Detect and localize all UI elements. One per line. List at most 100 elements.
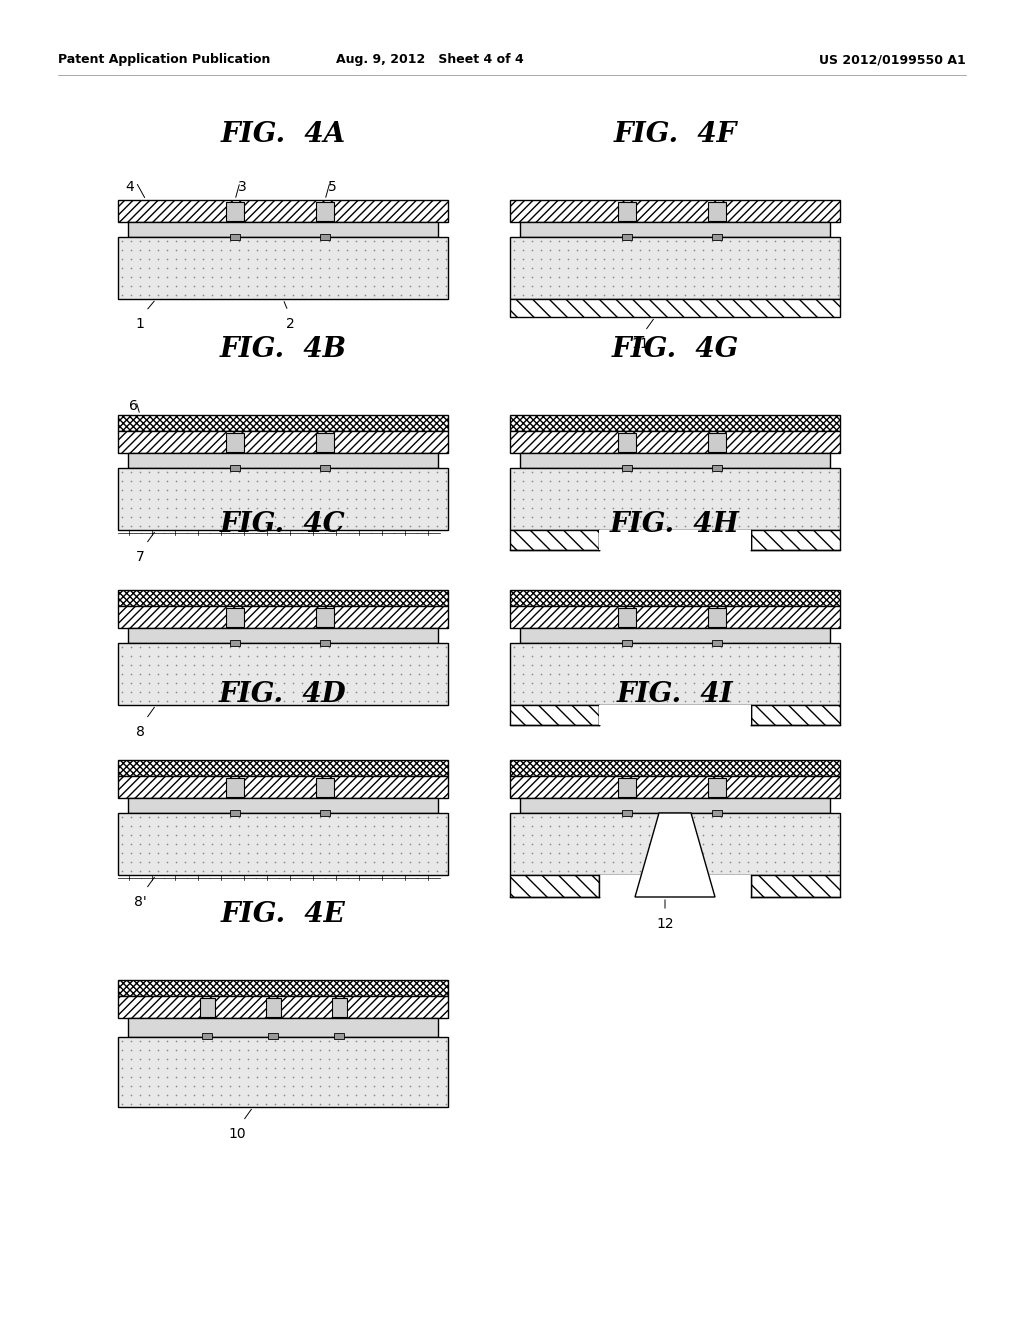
Text: FIG.  4B: FIG. 4B bbox=[219, 337, 346, 363]
Text: 6: 6 bbox=[129, 399, 137, 413]
Bar bbox=[708, 777, 726, 797]
Text: FIG.  4D: FIG. 4D bbox=[219, 681, 347, 708]
Bar bbox=[268, 1034, 278, 1039]
Bar bbox=[599, 875, 751, 898]
Text: US 2012/0199550 A1: US 2012/0199550 A1 bbox=[819, 54, 966, 66]
Bar bbox=[230, 234, 240, 240]
Bar bbox=[622, 465, 632, 471]
Bar bbox=[332, 998, 347, 1016]
Bar bbox=[128, 799, 438, 813]
Bar bbox=[118, 776, 449, 799]
Bar bbox=[712, 465, 722, 471]
Text: FIG.  4I: FIG. 4I bbox=[616, 681, 733, 708]
Bar bbox=[118, 997, 449, 1018]
Bar bbox=[712, 234, 722, 240]
Bar bbox=[618, 609, 636, 627]
Bar bbox=[520, 799, 830, 813]
Bar bbox=[226, 609, 244, 627]
Bar bbox=[118, 1038, 449, 1107]
Bar bbox=[118, 979, 449, 997]
Text: FIG.  4G: FIG. 4G bbox=[611, 337, 738, 363]
Polygon shape bbox=[635, 813, 715, 898]
Bar bbox=[118, 469, 449, 531]
Bar bbox=[319, 465, 330, 471]
Bar bbox=[510, 776, 840, 799]
Text: 8': 8' bbox=[133, 895, 146, 909]
Bar bbox=[510, 469, 840, 531]
Bar bbox=[618, 777, 636, 797]
Bar bbox=[266, 998, 281, 1016]
Bar bbox=[618, 433, 636, 451]
Text: FIG.  4A: FIG. 4A bbox=[220, 121, 345, 148]
Bar bbox=[510, 531, 599, 550]
Bar bbox=[319, 810, 330, 816]
Bar bbox=[708, 202, 726, 220]
Bar bbox=[510, 875, 599, 898]
Text: 11: 11 bbox=[631, 337, 649, 351]
Bar bbox=[622, 810, 632, 816]
Text: 5: 5 bbox=[328, 180, 336, 194]
Text: FIG.  4F: FIG. 4F bbox=[613, 121, 736, 148]
Text: FIG.  4C: FIG. 4C bbox=[220, 511, 346, 539]
Bar bbox=[226, 433, 244, 451]
Bar bbox=[751, 531, 840, 550]
Bar bbox=[599, 705, 751, 725]
Bar bbox=[708, 609, 726, 627]
Bar bbox=[510, 432, 840, 453]
Bar bbox=[128, 1018, 438, 1038]
Bar bbox=[118, 201, 449, 222]
Text: Aug. 9, 2012   Sheet 4 of 4: Aug. 9, 2012 Sheet 4 of 4 bbox=[336, 54, 524, 66]
Text: FIG.  4E: FIG. 4E bbox=[220, 902, 345, 928]
Text: 8: 8 bbox=[135, 725, 144, 739]
Bar bbox=[622, 234, 632, 240]
Bar bbox=[230, 810, 240, 816]
Text: 7: 7 bbox=[135, 550, 144, 564]
Bar bbox=[118, 606, 449, 628]
Bar bbox=[708, 433, 726, 451]
Bar bbox=[118, 813, 449, 875]
Bar bbox=[128, 453, 438, 469]
Bar bbox=[118, 414, 449, 432]
Bar bbox=[226, 202, 244, 220]
Bar bbox=[128, 222, 438, 238]
Bar bbox=[202, 1034, 212, 1039]
Text: 12: 12 bbox=[656, 917, 674, 931]
Bar bbox=[510, 201, 840, 222]
Bar bbox=[622, 640, 632, 645]
Bar bbox=[316, 202, 334, 220]
Text: 4: 4 bbox=[126, 180, 134, 194]
Bar bbox=[520, 222, 830, 238]
Bar bbox=[128, 628, 438, 643]
Text: 10: 10 bbox=[228, 1127, 246, 1140]
Text: 3: 3 bbox=[238, 180, 247, 194]
Bar bbox=[319, 640, 330, 645]
Bar bbox=[599, 531, 751, 550]
Bar bbox=[510, 813, 840, 875]
Bar bbox=[751, 705, 840, 725]
Bar bbox=[510, 760, 840, 776]
Bar bbox=[520, 628, 830, 643]
Bar bbox=[316, 433, 334, 451]
Bar bbox=[510, 606, 840, 628]
Text: Patent Application Publication: Patent Application Publication bbox=[58, 54, 270, 66]
Text: 1: 1 bbox=[135, 317, 144, 331]
Bar bbox=[200, 998, 215, 1016]
Bar bbox=[230, 465, 240, 471]
Bar bbox=[520, 453, 830, 469]
Bar bbox=[118, 238, 449, 300]
Bar bbox=[118, 760, 449, 776]
Bar bbox=[618, 202, 636, 220]
Bar bbox=[316, 777, 334, 797]
Bar bbox=[118, 590, 449, 606]
Bar bbox=[510, 300, 840, 317]
Bar bbox=[118, 432, 449, 453]
Bar bbox=[118, 643, 449, 705]
Bar bbox=[226, 777, 244, 797]
Text: FIG.  4H: FIG. 4H bbox=[610, 511, 740, 539]
Bar bbox=[334, 1034, 344, 1039]
Bar bbox=[510, 705, 599, 725]
Bar bbox=[712, 640, 722, 645]
Bar bbox=[230, 640, 240, 645]
Bar bbox=[751, 875, 840, 898]
Text: 2: 2 bbox=[286, 317, 294, 331]
